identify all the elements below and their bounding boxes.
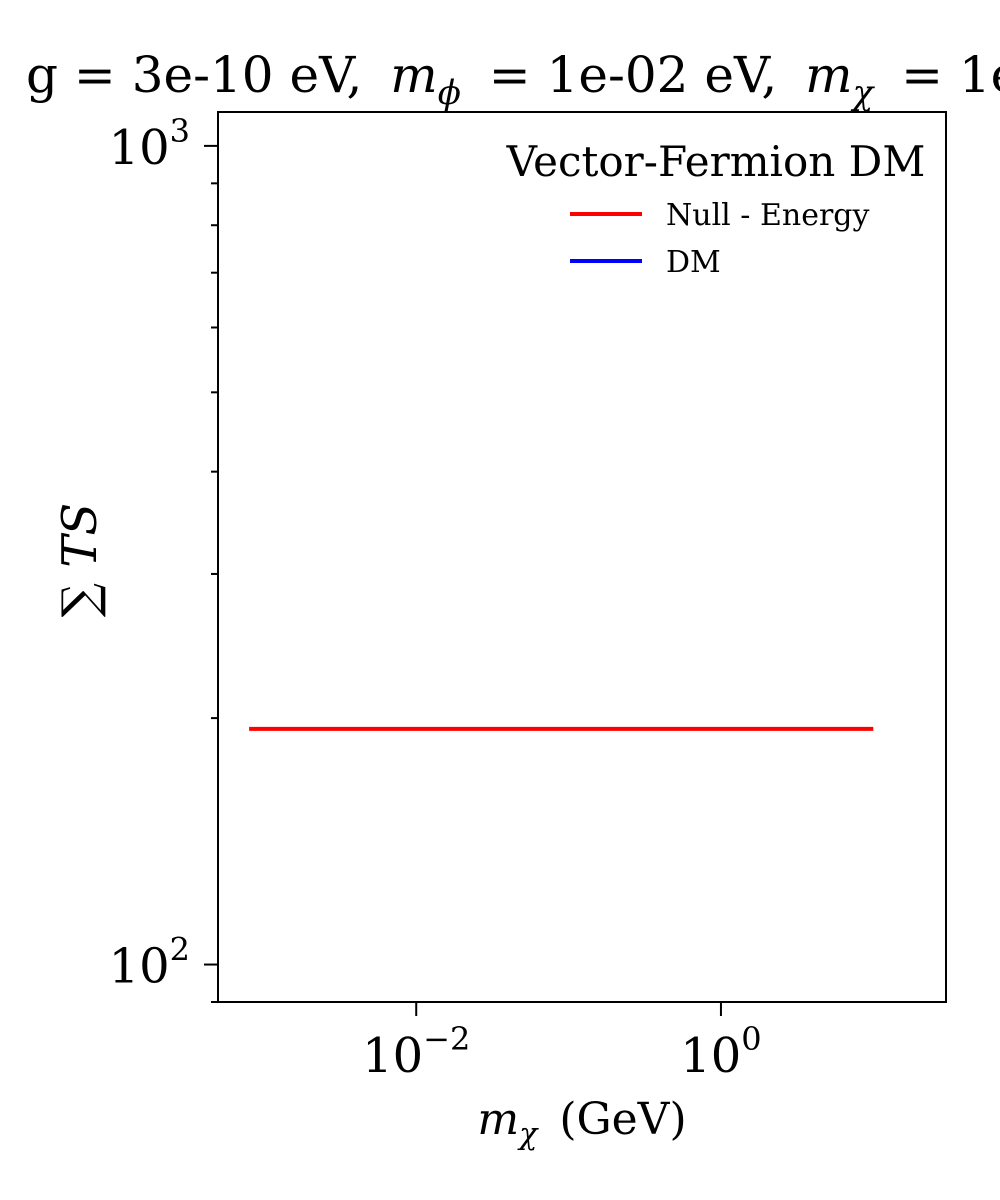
x-label-sub: χ xyxy=(517,1117,539,1152)
title-mchi-symbol: m xyxy=(805,46,852,104)
y-tick-label: 102 xyxy=(109,931,190,995)
x-tick-exp: −2 xyxy=(423,1020,470,1058)
chart-title: g = 3e-10 eV, mϕ = 1e-02 eV, mχ = 1e-0 xyxy=(26,46,1000,116)
y-label-ts: TS xyxy=(52,503,108,568)
x-tick-base: 10 xyxy=(680,1028,741,1084)
y-tick-exp: 2 xyxy=(170,931,190,969)
plot-frame xyxy=(217,111,947,1003)
title-g-label: g = 3e-10 eV, xyxy=(26,46,362,104)
legend-title: Vector-Fermion DM xyxy=(506,137,926,186)
y-tick-base: 10 xyxy=(109,939,170,995)
title-mchi-sub: χ xyxy=(851,73,876,113)
y-tick-base: 10 xyxy=(109,120,170,176)
x-tick-label: 10−2 xyxy=(362,1020,470,1084)
x-axis-label: mχ (GeV) xyxy=(477,1094,686,1155)
legend-label-dm: DM xyxy=(666,245,721,280)
title-mphi-symbol: m xyxy=(390,46,437,104)
x-axis-ticks: 10−2 100 xyxy=(362,1002,762,1084)
y-axis-label: ∑ TS xyxy=(52,503,108,617)
y-label-sum: ∑ xyxy=(52,583,108,617)
legend-label-null-energy: Null - Energy xyxy=(666,198,869,233)
x-label-m: m xyxy=(477,1094,519,1145)
x-label-units: (GeV) xyxy=(559,1094,686,1145)
y-tick-exp: 3 xyxy=(170,112,190,150)
title-mphi-value: = 1e-02 eV, xyxy=(489,46,777,104)
title-mchi-value: = 1e-0 xyxy=(901,46,1000,104)
x-tick-base: 10 xyxy=(362,1028,423,1084)
title-mphi-sub: ϕ xyxy=(438,73,461,113)
y-tick-label: 103 xyxy=(109,112,190,176)
x-tick-exp: 0 xyxy=(741,1020,761,1058)
x-tick-label: 100 xyxy=(680,1020,761,1084)
legend: Vector-Fermion DM Null - Energy DM xyxy=(506,137,926,280)
